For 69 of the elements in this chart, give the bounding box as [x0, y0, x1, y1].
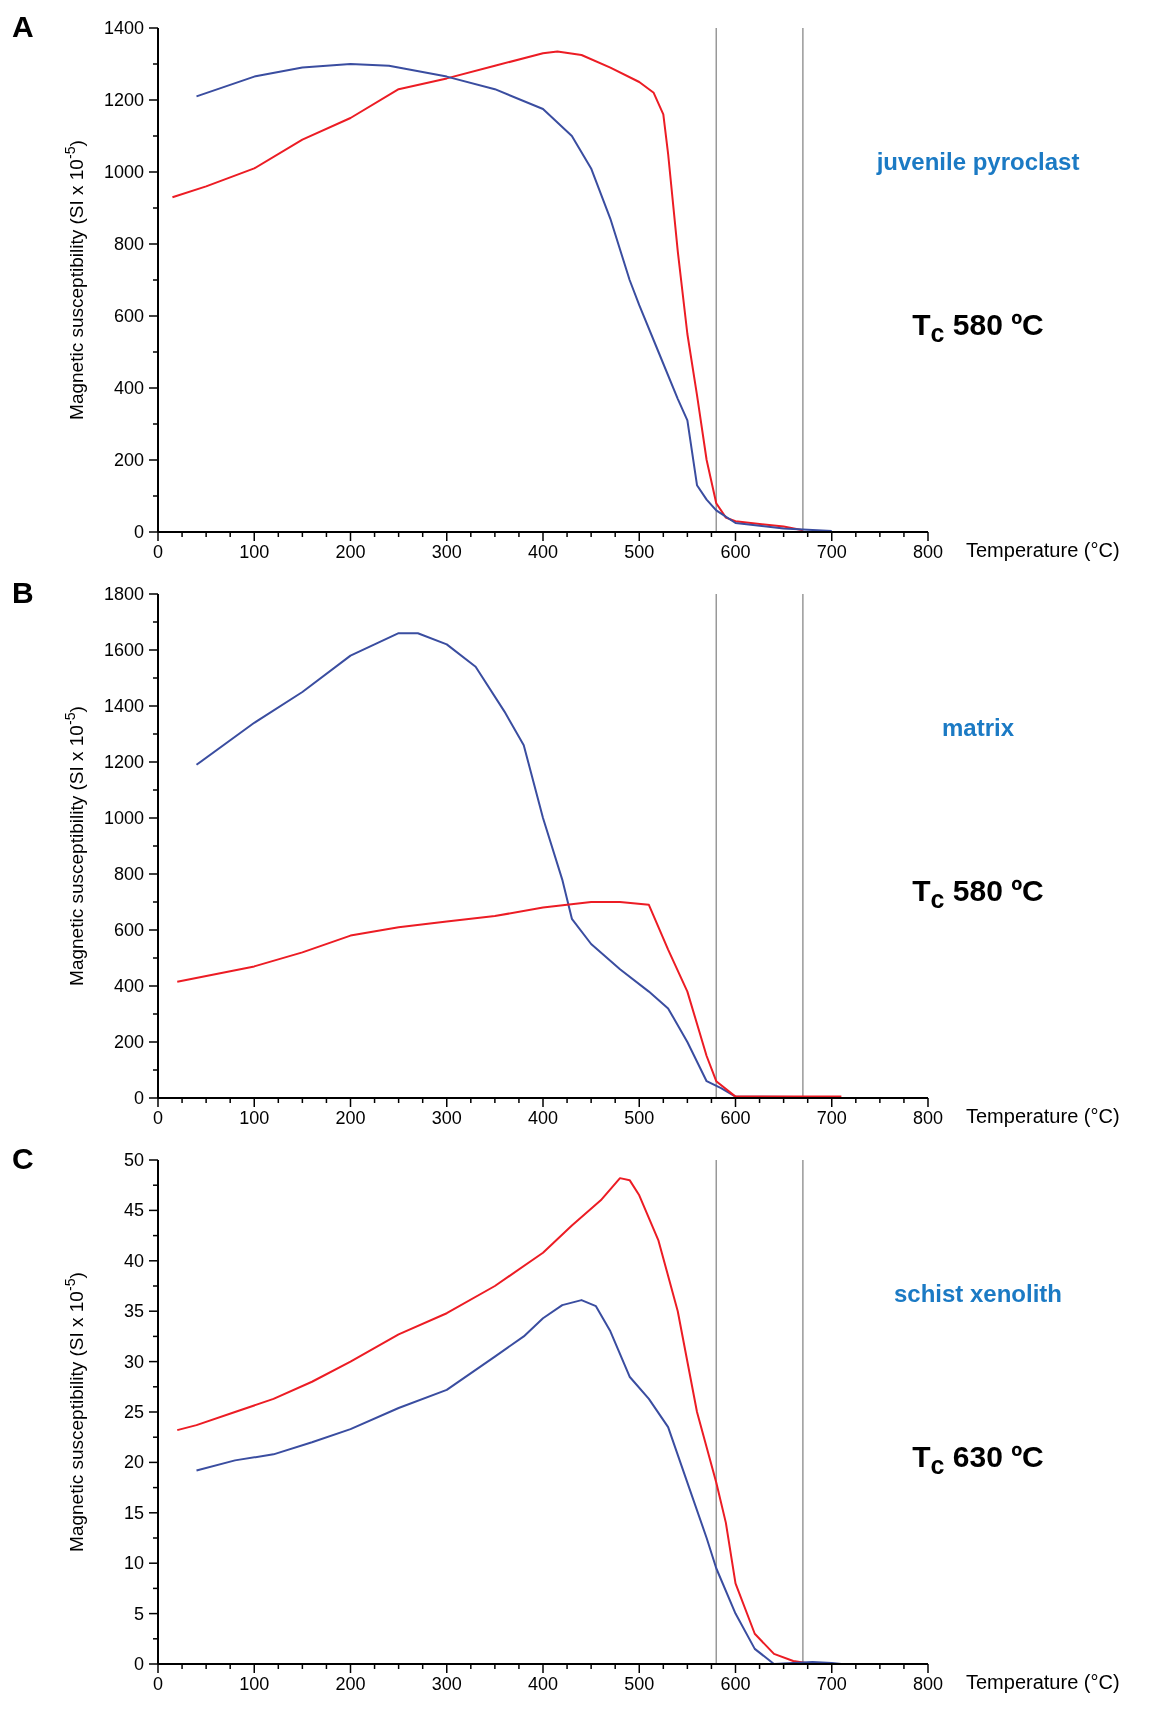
text: matrix: [940, 714, 1015, 742]
x-tick-label: 800: [912, 1108, 944, 1128]
x-tick-label: 200: [335, 1674, 366, 1694]
y-tick-label: 40: [123, 1250, 144, 1271]
y-tick-label: 1400: [103, 18, 144, 38]
x-tick-label: 0: [152, 1674, 164, 1694]
y-tick-label: 600: [113, 920, 144, 940]
x-tick-label: 300: [431, 542, 462, 562]
y-tick-label: 35: [123, 1301, 144, 1322]
y-tick-label: 0: [133, 1088, 144, 1108]
annotation: T$_{c}$ 580 ºC: [911, 308, 1045, 348]
y-tick-label: 1200: [103, 752, 144, 772]
y-tick-label: 30: [123, 1351, 144, 1372]
y-tick-label: 200: [113, 1032, 144, 1052]
x-tick-label: 400: [527, 542, 559, 562]
x-tick-label: 300: [431, 1674, 462, 1694]
x-tick-label: 600: [720, 542, 751, 562]
x-tick-label: 700: [816, 542, 847, 562]
y-tick-label: 400: [113, 976, 144, 996]
y-tick-label: 0: [133, 522, 144, 542]
y-tick-label: 400: [113, 378, 144, 398]
x-tick-label: 700: [816, 1674, 847, 1694]
x-tick-label: 200: [335, 1108, 366, 1128]
x-tick-label: 600: [720, 1674, 751, 1694]
x-tick-label: 500: [624, 1674, 655, 1694]
x-tick-label: 400: [527, 1108, 559, 1128]
x-tick-label: 500: [624, 542, 655, 562]
x-tick-label: 800: [912, 542, 944, 562]
y-tick-label: 800: [113, 234, 144, 254]
chart-title: A: [12, 10, 34, 44]
x-axis-title: Temperature (°C): [966, 1104, 1120, 1128]
y-tick-label: 1400: [103, 696, 144, 716]
y-tick-label: 1000: [103, 162, 144, 182]
x-axis-title: Temperature (°C): [966, 538, 1120, 562]
y-tick-label: 1800: [103, 584, 144, 604]
x-tick-label: 700: [816, 1108, 847, 1128]
x-axis-title: Temperature (°C): [966, 1670, 1120, 1694]
y-tick-label: 1000: [103, 808, 144, 828]
y-tick-label: 45: [123, 1200, 144, 1221]
x-tick-label: 800: [912, 1674, 944, 1694]
y-tick-label: 5: [133, 1603, 144, 1624]
chart-title: B: [12, 576, 34, 610]
y-tick-label: 200: [113, 450, 144, 470]
x-tick-label: 100: [239, 1674, 270, 1694]
x-tick-label: 200: [335, 542, 366, 562]
x-tick-label: 0: [152, 1108, 164, 1128]
x-tick-label: 600: [720, 1108, 751, 1128]
y-tick-label: 10: [123, 1553, 144, 1574]
y-tick-label: 1200: [103, 90, 144, 110]
x-tick-label: 100: [239, 542, 270, 562]
x-tick-label: 300: [431, 1108, 462, 1128]
y-tick-label: 50: [123, 1150, 144, 1170]
x-tick-label: 0: [152, 542, 164, 562]
y-tick-label: 0: [133, 1654, 144, 1674]
annotation: schist xenolith: [892, 1280, 1063, 1308]
annotation: T$_{c}$ 580 ºC: [911, 874, 1045, 914]
y-tick-label: 800: [113, 864, 144, 884]
annotation: juvenile pyroclast: [875, 148, 1081, 176]
x-tick-label: 500: [624, 1108, 655, 1128]
y-tick-label: 600: [113, 306, 144, 326]
y-tick-label: 20: [123, 1452, 144, 1473]
line-series: [176, 901, 843, 1098]
x-tick-label: 400: [527, 1674, 559, 1694]
y-tick-label: 15: [123, 1502, 144, 1523]
y-tick-label: 25: [123, 1402, 144, 1422]
chart-title: C: [12, 1142, 34, 1176]
y-tick-label: 1600: [103, 640, 144, 660]
annotation: T$_{c}$ 630 ºC: [911, 1440, 1045, 1480]
x-tick-label: 100: [239, 1108, 270, 1128]
